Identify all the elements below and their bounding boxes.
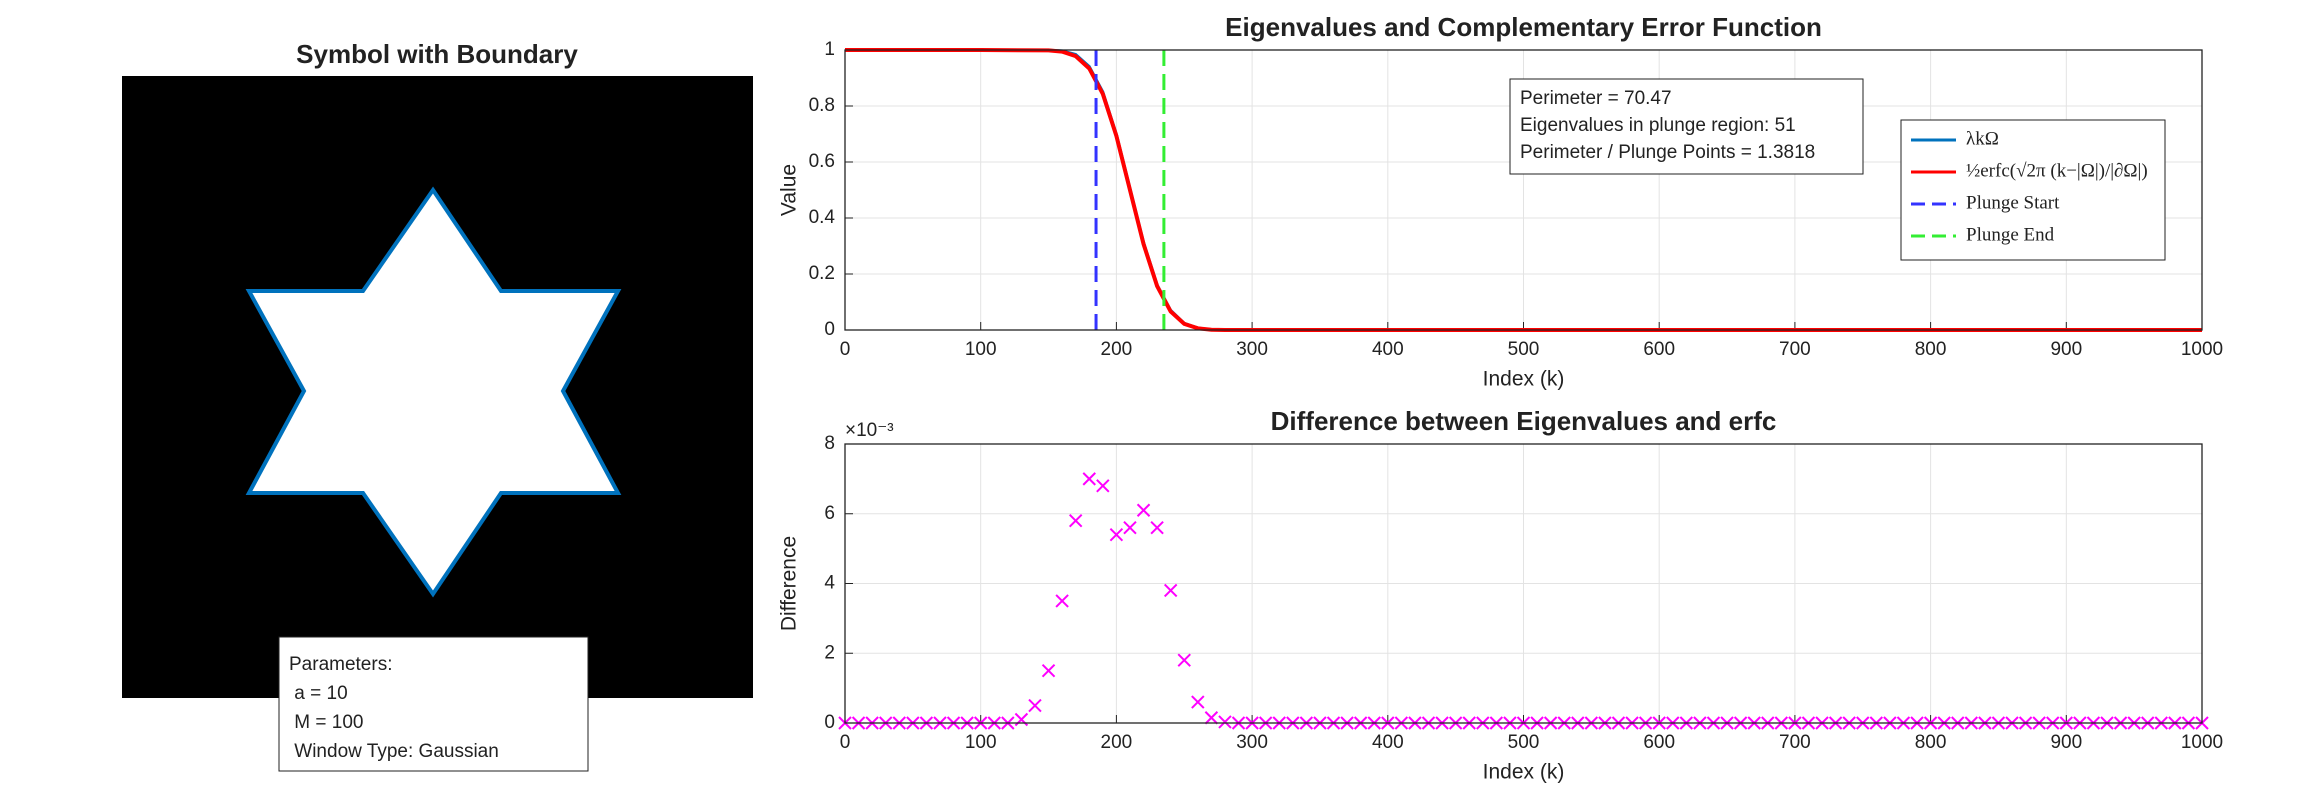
marker [1082, 472, 1096, 486]
x-tick-label: 400 [1372, 732, 1404, 753]
marker [1204, 711, 1219, 725]
x-tick-label: 200 [1101, 339, 1133, 360]
y-tick-label: 2 [824, 642, 835, 663]
x-tick-label: 700 [1779, 339, 1811, 360]
y-tick-label: 0.4 [809, 207, 836, 228]
x-tick-label: 400 [1372, 339, 1404, 360]
x-tick-label: 200 [1101, 732, 1133, 753]
legend-label: Plunge End [1966, 224, 2055, 245]
exponent-label: ×10⁻³ [845, 420, 894, 441]
marker [1109, 527, 1124, 542]
x-tick-label: 600 [1643, 732, 1675, 753]
chart-title: Eigenvalues and Complementary Error Func… [1225, 12, 1822, 42]
marker [1218, 715, 1232, 729]
marker [1163, 583, 1178, 598]
param-text: Window Type: Gaussian [289, 741, 499, 762]
y-tick-label: 0.8 [809, 95, 835, 116]
y-tick-label: 1 [824, 39, 835, 60]
annotation-text: Perimeter / Plunge Points = 1.3818 [1520, 142, 1815, 163]
x-tick-label: 1000 [2181, 732, 2223, 753]
chart-title: Difference between Eigenvalues and erfc [1271, 406, 1777, 436]
marker [1028, 698, 1042, 713]
marker [1123, 520, 1137, 535]
y-axis-label: Difference [778, 536, 801, 631]
annotation-text: Eigenvalues in plunge region: 51 [1520, 115, 1796, 136]
star-shape [245, 186, 622, 598]
x-tick-label: 100 [965, 732, 997, 753]
x-tick-label: 900 [2050, 732, 2082, 753]
marker [1150, 520, 1164, 535]
marker [1041, 663, 1056, 678]
y-tick-label: 0.2 [809, 263, 835, 284]
marker [1068, 514, 1083, 528]
y-tick-label: 0 [824, 712, 835, 733]
x-tick-label: 900 [2050, 339, 2082, 360]
x-tick-label: 600 [1643, 339, 1675, 360]
axes-frame [844, 443, 2203, 724]
x-tick-label: 0 [840, 339, 851, 360]
y-tick-label: 0 [824, 319, 835, 340]
marker [1177, 653, 1191, 667]
x-tick-label: 300 [1236, 732, 1268, 753]
chart-title: Symbol with Boundary [296, 39, 578, 69]
marker [1136, 503, 1151, 517]
y-tick-label: 6 [824, 503, 835, 524]
y-axis-label: Value [778, 164, 801, 216]
x-tick-label: 800 [1915, 732, 1947, 753]
x-tick-label: 500 [1508, 339, 1540, 360]
legend-label: ½erfc(√2π (k−|Ω|)/|∂Ω|) [1966, 160, 2148, 181]
param-text: M = 100 [289, 712, 363, 733]
x-tick-label: 0 [840, 732, 851, 753]
legend-label: λkΩ [1966, 128, 1999, 149]
x-tick-label: 700 [1779, 732, 1811, 753]
x-tick-label: 1000 [2181, 339, 2223, 360]
legend-label: Plunge Start [1966, 192, 2060, 213]
param-box [278, 636, 589, 772]
x-axis-label: Index (k) [1483, 761, 1565, 784]
param-text: a = 10 [289, 683, 348, 704]
x-tick-label: 500 [1508, 732, 1540, 753]
annotation-box [1509, 78, 1864, 175]
x-tick-label: 100 [965, 339, 997, 360]
marker [1096, 479, 1110, 493]
y-tick-label: 0.6 [809, 151, 835, 172]
marker [1055, 594, 1069, 608]
x-tick-label: 300 [1236, 339, 1268, 360]
axes-frame [844, 49, 2203, 331]
y-tick-label: 4 [824, 573, 835, 594]
x-axis-label: Index (k) [1483, 368, 1565, 391]
x-tick-label: 800 [1915, 339, 1947, 360]
param-text: Parameters: [289, 654, 392, 675]
y-tick-label: 8 [824, 433, 835, 454]
annotation-text: Perimeter = 70.47 [1520, 88, 1672, 109]
marker [1191, 695, 1205, 709]
